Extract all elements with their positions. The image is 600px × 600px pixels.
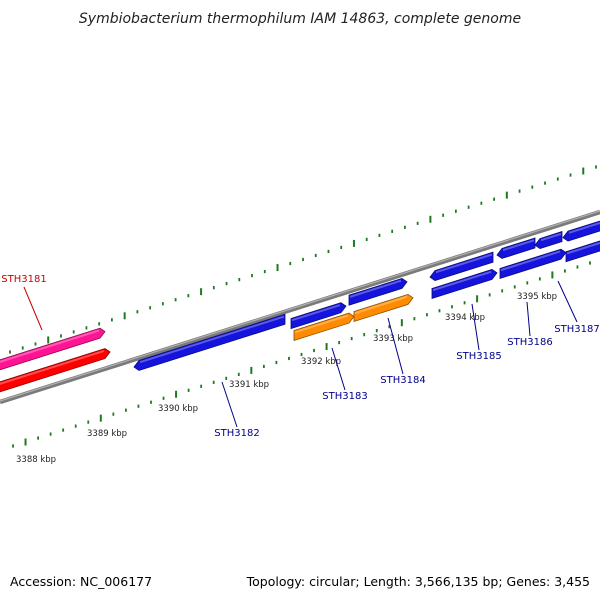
scale-label: 3391 kbp bbox=[229, 380, 269, 390]
scale-label: 3393 kbp bbox=[373, 334, 413, 344]
scale-label: 3388 kbp bbox=[16, 455, 56, 465]
gene-blue-arrow[interactable] bbox=[496, 237, 536, 259]
gene-blue-arrow-body bbox=[565, 240, 600, 263]
gene-blue-arrow[interactable] bbox=[348, 277, 408, 306]
gene-blue-arrow-body bbox=[534, 231, 563, 249]
upper-tick-row bbox=[9, 165, 597, 354]
gene-blue-arrow-highlight bbox=[566, 241, 600, 255]
gene-pink-arrow[interactable] bbox=[0, 327, 106, 376]
scale-label: 3390 kbp bbox=[158, 404, 198, 414]
gene-blue-arrow-highlight bbox=[139, 315, 285, 364]
gene-blue-arrow-body bbox=[348, 277, 408, 306]
gene-orange-arrow-body bbox=[353, 293, 414, 323]
lower-tick-row bbox=[12, 261, 591, 448]
genome-backbone bbox=[0, 209, 600, 405]
gene-blue-arrow[interactable] bbox=[565, 230, 600, 263]
gene-blue-arrow-body bbox=[499, 248, 567, 279]
gene-leader-line bbox=[526, 301, 531, 337]
gene-leader-line bbox=[331, 347, 346, 391]
gene-blue-arrow[interactable] bbox=[133, 313, 286, 371]
scale-label: 3394 kbp bbox=[445, 313, 485, 323]
gene-blue-arrow[interactable] bbox=[534, 231, 563, 249]
accession-text: Accession: NC_006177 bbox=[10, 574, 152, 589]
scale-label: 3395 kbp bbox=[517, 292, 557, 302]
gene-blue-arrow-highlight bbox=[568, 221, 600, 234]
gene-pink-arrow-highlight bbox=[0, 329, 100, 363]
gene-leader-line bbox=[221, 381, 238, 428]
gene-pink-arrow-body bbox=[0, 327, 106, 371]
gene-blue-arrow-highlight bbox=[291, 304, 341, 322]
scale-label: 3389 kbp bbox=[87, 429, 127, 439]
gene-label-sth3182[interactable]: STH3182 bbox=[214, 428, 259, 439]
gene-blue-arrow-body bbox=[496, 237, 536, 259]
gene-blue-arrow-body bbox=[562, 220, 600, 242]
gene-features: STH3181 STH3182 STH3183 STH3184 STH3185 STH31… bbox=[0, 208, 600, 439]
gene-blue-arrow[interactable] bbox=[562, 208, 600, 242]
gene-blue-arrow-highlight bbox=[502, 239, 535, 252]
gene-leader-line bbox=[387, 317, 404, 375]
gene-leader-line bbox=[471, 303, 480, 351]
scale-label: 3392 kbp bbox=[301, 357, 341, 367]
gene-orange-arrow-body bbox=[293, 312, 355, 342]
gene-label-sth3185[interactable]: STH3185 bbox=[456, 351, 501, 362]
gene-blue-arrow-body bbox=[133, 313, 286, 371]
gene-orange-arrow-highlight bbox=[354, 295, 408, 315]
genome-title: Symbiobacterium thermophilum IAM 14863, … bbox=[79, 11, 521, 27]
gene-label-sth3186[interactable]: STH3186 bbox=[507, 337, 552, 348]
gene-orange-arrow[interactable] bbox=[293, 312, 355, 342]
gene-red-arrow-body bbox=[0, 348, 111, 393]
genome-stats-text: Topology: circular; Length: 3,566,135 bp… bbox=[246, 574, 590, 589]
gene-red-arrow-highlight bbox=[0, 349, 105, 385]
gene-blue-arrow[interactable] bbox=[499, 248, 567, 279]
gene-blue-arrow-highlight bbox=[435, 253, 493, 274]
gene-leader-line bbox=[557, 280, 578, 323]
gene-blue-arrow-highlight bbox=[500, 250, 561, 272]
gene-blue-arrow-body bbox=[431, 269, 498, 299]
gene-label-sth3183[interactable]: STH3183 bbox=[322, 391, 367, 402]
gene-blue-arrow-body bbox=[290, 302, 347, 330]
gene-orange-arrow-highlight bbox=[294, 314, 349, 334]
gene-label-sth3181[interactable]: STH3181 bbox=[1, 274, 46, 285]
gene-blue-arrow-highlight bbox=[349, 279, 402, 298]
gene-blue-arrow-highlight bbox=[432, 270, 492, 292]
gene-blue-arrow[interactable] bbox=[431, 269, 498, 299]
gene-label-sth3187[interactable]: STH3187 bbox=[554, 324, 599, 335]
gene-orange-arrow[interactable] bbox=[353, 293, 414, 323]
gene-red-arrow[interactable] bbox=[0, 348, 111, 399]
gene-label-sth3184[interactable]: STH3184 bbox=[380, 375, 425, 386]
gene-leader-line bbox=[23, 286, 43, 331]
gene-blue-arrow-highlight bbox=[540, 232, 562, 242]
scale-labels: 3388 kbp 3389 kbp 3390 kbp 3391 kbp 3392 kbp… bbox=[16, 292, 557, 465]
gene-blue-arrow-body bbox=[429, 251, 494, 281]
gene-blue-arrow[interactable] bbox=[290, 302, 347, 330]
gene-blue-arrow[interactable] bbox=[429, 251, 494, 281]
